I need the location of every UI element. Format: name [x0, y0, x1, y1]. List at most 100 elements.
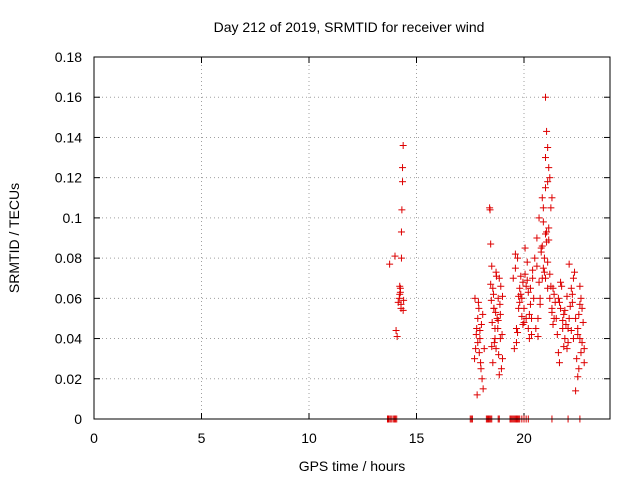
- data-point: [478, 375, 486, 383]
- data-point: [514, 254, 522, 262]
- data-point: [542, 93, 549, 101]
- data-point: [558, 282, 566, 290]
- data-point: [579, 318, 587, 326]
- data-point: [479, 310, 487, 318]
- y-tick-label: 0.02: [55, 371, 82, 387]
- data-point: [578, 339, 586, 347]
- data-point: [530, 294, 538, 302]
- data-point: [512, 339, 520, 347]
- data-point: [474, 298, 482, 306]
- data-point: [523, 258, 531, 266]
- data-point: [542, 184, 549, 192]
- data-point: [399, 306, 407, 314]
- data-point: [400, 296, 408, 304]
- data-point: [537, 248, 545, 256]
- data-point: [475, 349, 483, 357]
- data-point: [538, 194, 546, 202]
- data-point: [574, 325, 582, 332]
- y-tick-label: 0.12: [55, 170, 82, 186]
- data-point: [398, 206, 406, 214]
- data-point: [576, 300, 584, 308]
- data-point: [540, 254, 548, 262]
- plot-frame: [93, 56, 611, 420]
- data-point: [526, 284, 534, 292]
- data-point: [490, 339, 498, 347]
- data-point: [531, 254, 539, 262]
- x-axis-title: GPS time / hours: [299, 458, 406, 474]
- x-tick-label: 5: [198, 430, 206, 446]
- y-tick-label: 0.06: [55, 290, 82, 306]
- data-point: [580, 359, 588, 367]
- data-point: [488, 262, 496, 270]
- data-point: [561, 335, 569, 343]
- data-point: [545, 236, 553, 244]
- data-point: [576, 282, 584, 290]
- data-point: [578, 304, 586, 312]
- data-point: [533, 234, 541, 242]
- data-point: [515, 292, 523, 300]
- data-point: [542, 154, 549, 162]
- data-point: [489, 359, 497, 367]
- data-point: [562, 320, 570, 328]
- data-point: [397, 254, 405, 262]
- data-point: [495, 371, 503, 379]
- data-point: [521, 244, 529, 252]
- data-point: [509, 274, 517, 282]
- data-point: [574, 373, 582, 381]
- data-point: [528, 314, 536, 322]
- axis-ticks: [93, 56, 610, 420]
- data-point: [397, 300, 405, 308]
- data-point: [487, 296, 495, 304]
- data-point: [473, 391, 481, 399]
- data-point: [479, 385, 487, 393]
- data-point: [575, 310, 583, 318]
- y-tick-label: 0.1: [63, 210, 83, 226]
- data-point: [567, 284, 575, 292]
- data-point: [548, 308, 556, 316]
- data-point: [529, 266, 537, 274]
- y-tick-label: 0.18: [55, 49, 82, 65]
- data-point: [476, 327, 484, 335]
- data-point: [569, 335, 577, 343]
- data-point: [528, 331, 536, 339]
- data-point: [554, 294, 562, 302]
- data-point: [571, 268, 579, 276]
- data-point: [573, 355, 581, 363]
- data-point: [561, 306, 569, 314]
- data-point: [560, 343, 568, 351]
- y-tick-labels: 0 0.02 0.04 0.06 0.08 0.1 0.12 0.14 0.16 0.18: [55, 49, 82, 427]
- data-point: [397, 228, 405, 236]
- data-point: [560, 310, 568, 318]
- data-point: [477, 365, 485, 373]
- data-point: [474, 339, 482, 347]
- y-tick-label: 0.08: [55, 250, 82, 266]
- data-point: [574, 331, 582, 339]
- data-point: [572, 314, 580, 322]
- data-point: [566, 302, 574, 310]
- data-point: [536, 294, 544, 302]
- data-point: [533, 262, 541, 270]
- data-point: [555, 298, 563, 306]
- data-point: [489, 290, 497, 298]
- data-point: [554, 349, 562, 357]
- data-point: [488, 343, 496, 351]
- data-point: [525, 310, 533, 318]
- data-point: [391, 252, 399, 260]
- x-tick-label: 0: [90, 430, 98, 446]
- data-point: [543, 228, 551, 236]
- data-point: [471, 355, 479, 363]
- data-point: [544, 178, 552, 186]
- data-point: [515, 304, 523, 312]
- x-tick-label: 15: [409, 430, 425, 446]
- data-point: [522, 282, 530, 290]
- data-point: [572, 387, 580, 395]
- data-point: [496, 300, 504, 308]
- data-point: [393, 333, 401, 341]
- data-point: [547, 204, 555, 212]
- data-point: [494, 325, 502, 332]
- y-tick-label: 0.14: [55, 129, 82, 145]
- data-point: [475, 304, 483, 312]
- data-point: [399, 178, 407, 186]
- data-point: [547, 282, 555, 290]
